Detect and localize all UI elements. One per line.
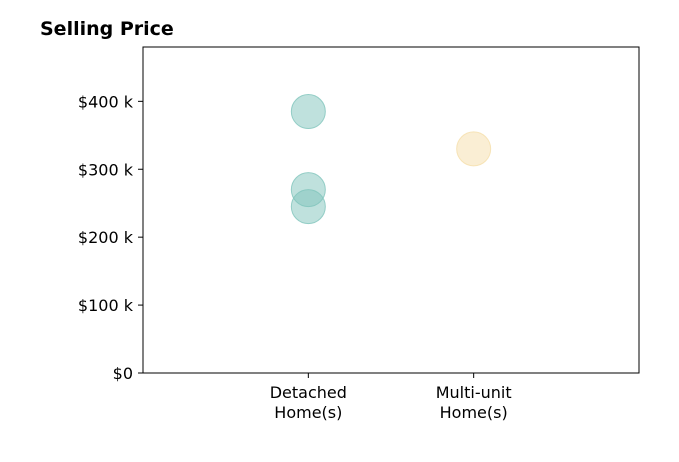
x-tick-label-line: Home(s)	[440, 403, 508, 422]
x-tick-label: Detached Home(s)	[270, 383, 347, 422]
x-tick-label-line: Home(s)	[274, 403, 342, 422]
x-tick-label: Multi-unit Home(s)	[436, 383, 512, 422]
x-tick-label-line: Detached	[270, 383, 347, 402]
y-tick-label: $300 k	[78, 160, 134, 179]
y-tick-label: $0	[113, 364, 133, 383]
x-axis: Detached Home(s)Multi-unit Home(s)	[270, 373, 512, 422]
data-point	[290, 94, 326, 130]
data-point	[290, 189, 326, 225]
y-tick-label: $100 k	[78, 296, 134, 315]
x-tick-label-line: Multi-unit	[436, 383, 512, 402]
y-axis: $0 $100 k $200 k $300 k $400 k	[78, 92, 143, 383]
chart-title: Selling Price	[40, 18, 174, 40]
y-tick-label: $200 k	[78, 228, 134, 247]
data-points	[290, 94, 492, 225]
y-tick-label: $400 k	[78, 92, 134, 111]
data-point	[456, 131, 492, 167]
plot-area-frame	[142, 46, 640, 374]
